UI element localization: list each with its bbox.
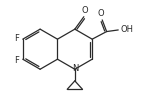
Text: F: F: [14, 34, 19, 43]
Text: O: O: [81, 6, 88, 15]
Text: N: N: [72, 64, 78, 73]
Text: OH: OH: [121, 25, 134, 34]
Text: F: F: [14, 56, 19, 65]
Text: O: O: [97, 9, 104, 18]
